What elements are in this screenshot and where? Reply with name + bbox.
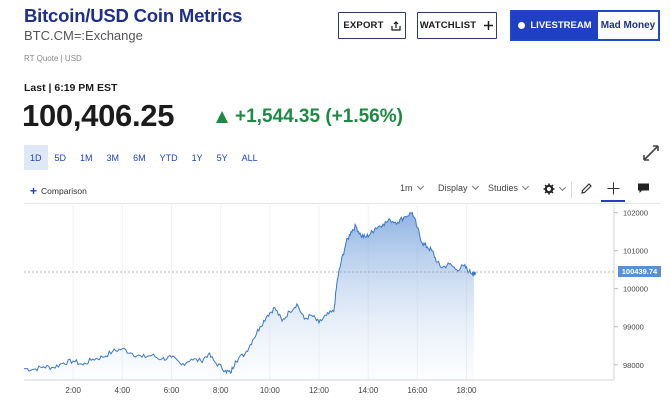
- x-tick-label: 16:00: [407, 386, 428, 395]
- show-link[interactable]: Mad Money: [600, 20, 656, 31]
- crosshair-icon[interactable]: [607, 182, 620, 195]
- studies-dropdown[interactable]: Studies: [488, 182, 530, 193]
- plus-icon: +: [30, 184, 38, 198]
- current-price-dot: [471, 271, 476, 276]
- chevron-down-icon: [521, 182, 530, 191]
- livestream-label: LIVESTREAM: [530, 20, 592, 31]
- last-trade-time: Last | 6:19 PM EST: [24, 82, 118, 94]
- comparison-button[interactable]: + Comparison: [30, 184, 87, 198]
- comment-icon[interactable]: [637, 182, 650, 195]
- y-tick-label: 102000: [623, 209, 648, 218]
- range-tab-5d[interactable]: 5D: [54, 152, 67, 163]
- y-tick-label: 99000: [623, 323, 644, 332]
- x-tick-label: 18:00: [456, 386, 477, 395]
- up-arrow-icon: [216, 111, 228, 123]
- expand-icon[interactable]: [642, 144, 660, 162]
- export-button[interactable]: EXPORT: [338, 12, 406, 39]
- chevron-down-icon: [471, 182, 479, 191]
- livestream-group[interactable]: LIVESTREAM Mad Money: [510, 10, 660, 41]
- y-tick-label: 101000: [623, 247, 648, 256]
- last-price: 100,406.25: [22, 98, 175, 133]
- interval-label: 1m: [400, 183, 413, 193]
- range-tab-6m[interactable]: 6M: [133, 152, 146, 163]
- watchlist-button[interactable]: WATCHLIST: [417, 12, 497, 39]
- price-area: [24, 212, 474, 380]
- range-tab-1y[interactable]: 1Y: [191, 152, 203, 163]
- share-icon: [391, 20, 401, 31]
- studies-label: Studies: [488, 183, 519, 193]
- export-label: EXPORT: [343, 20, 384, 31]
- x-tick-label: 14:00: [358, 386, 379, 395]
- settings-dropdown[interactable]: [543, 183, 567, 195]
- range-tab-1m[interactable]: 1M: [80, 152, 93, 163]
- x-tick-label: 6:00: [164, 386, 180, 395]
- range-tab-1d[interactable]: 1D: [24, 145, 48, 170]
- y-tick-label: 100000: [623, 285, 648, 294]
- comparison-label: Comparison: [41, 186, 87, 196]
- range-tab-3m[interactable]: 3M: [106, 152, 120, 163]
- price-line: [23, 211, 475, 375]
- chevron-down-icon: [416, 182, 424, 191]
- range-tab-5y[interactable]: 5Y: [216, 152, 228, 163]
- x-tick-label: 10:00: [260, 386, 281, 395]
- live-dot-icon: [518, 22, 526, 29]
- livestream-button[interactable]: LIVESTREAM: [512, 12, 598, 39]
- range-tab-ytd[interactable]: YTD: [159, 152, 178, 163]
- toolbar-divider: [571, 182, 572, 198]
- toolbar-divider-line: [24, 203, 660, 204]
- watchlist-label: WATCHLIST: [419, 20, 477, 31]
- quote-source: RT Quote | USD: [24, 54, 82, 63]
- x-tick-label: 4:00: [115, 386, 131, 395]
- symbol-label: BTC.CM=:Exchange: [24, 28, 143, 43]
- price-chart[interactable]: 2:00 4:00 6:00 8:00 10:00 12:00 14:00 16:00 18:0…: [0, 205, 670, 406]
- plus-icon: [484, 21, 494, 30]
- page-title: Bitcoin/USD Coin Metrics: [24, 5, 243, 26]
- crosshair-active-indicator: [601, 200, 625, 202]
- gear-icon: [543, 183, 555, 195]
- interval-dropdown[interactable]: 1m: [400, 182, 424, 193]
- price-change: +1,544.35 (+1.56%): [216, 106, 403, 128]
- price-change-value: +1,544.35 (+1.56%): [235, 106, 403, 127]
- x-tick-label: 8:00: [213, 386, 229, 395]
- display-dropdown[interactable]: Display: [438, 182, 479, 193]
- current-price-tag: 100439.74: [618, 266, 661, 278]
- chevron-down-icon: [558, 183, 567, 192]
- display-label: Display: [438, 183, 468, 193]
- x-tick-label: 12:00: [309, 386, 330, 395]
- x-tick-label: 2:00: [65, 386, 81, 395]
- y-tick-label: 98000: [623, 361, 644, 370]
- range-tab-all[interactable]: ALL: [241, 152, 258, 163]
- range-tabs: 1D 5D 1M 3M 6M YTD 1Y 5Y ALL: [24, 145, 265, 170]
- pencil-icon[interactable]: [580, 182, 593, 195]
